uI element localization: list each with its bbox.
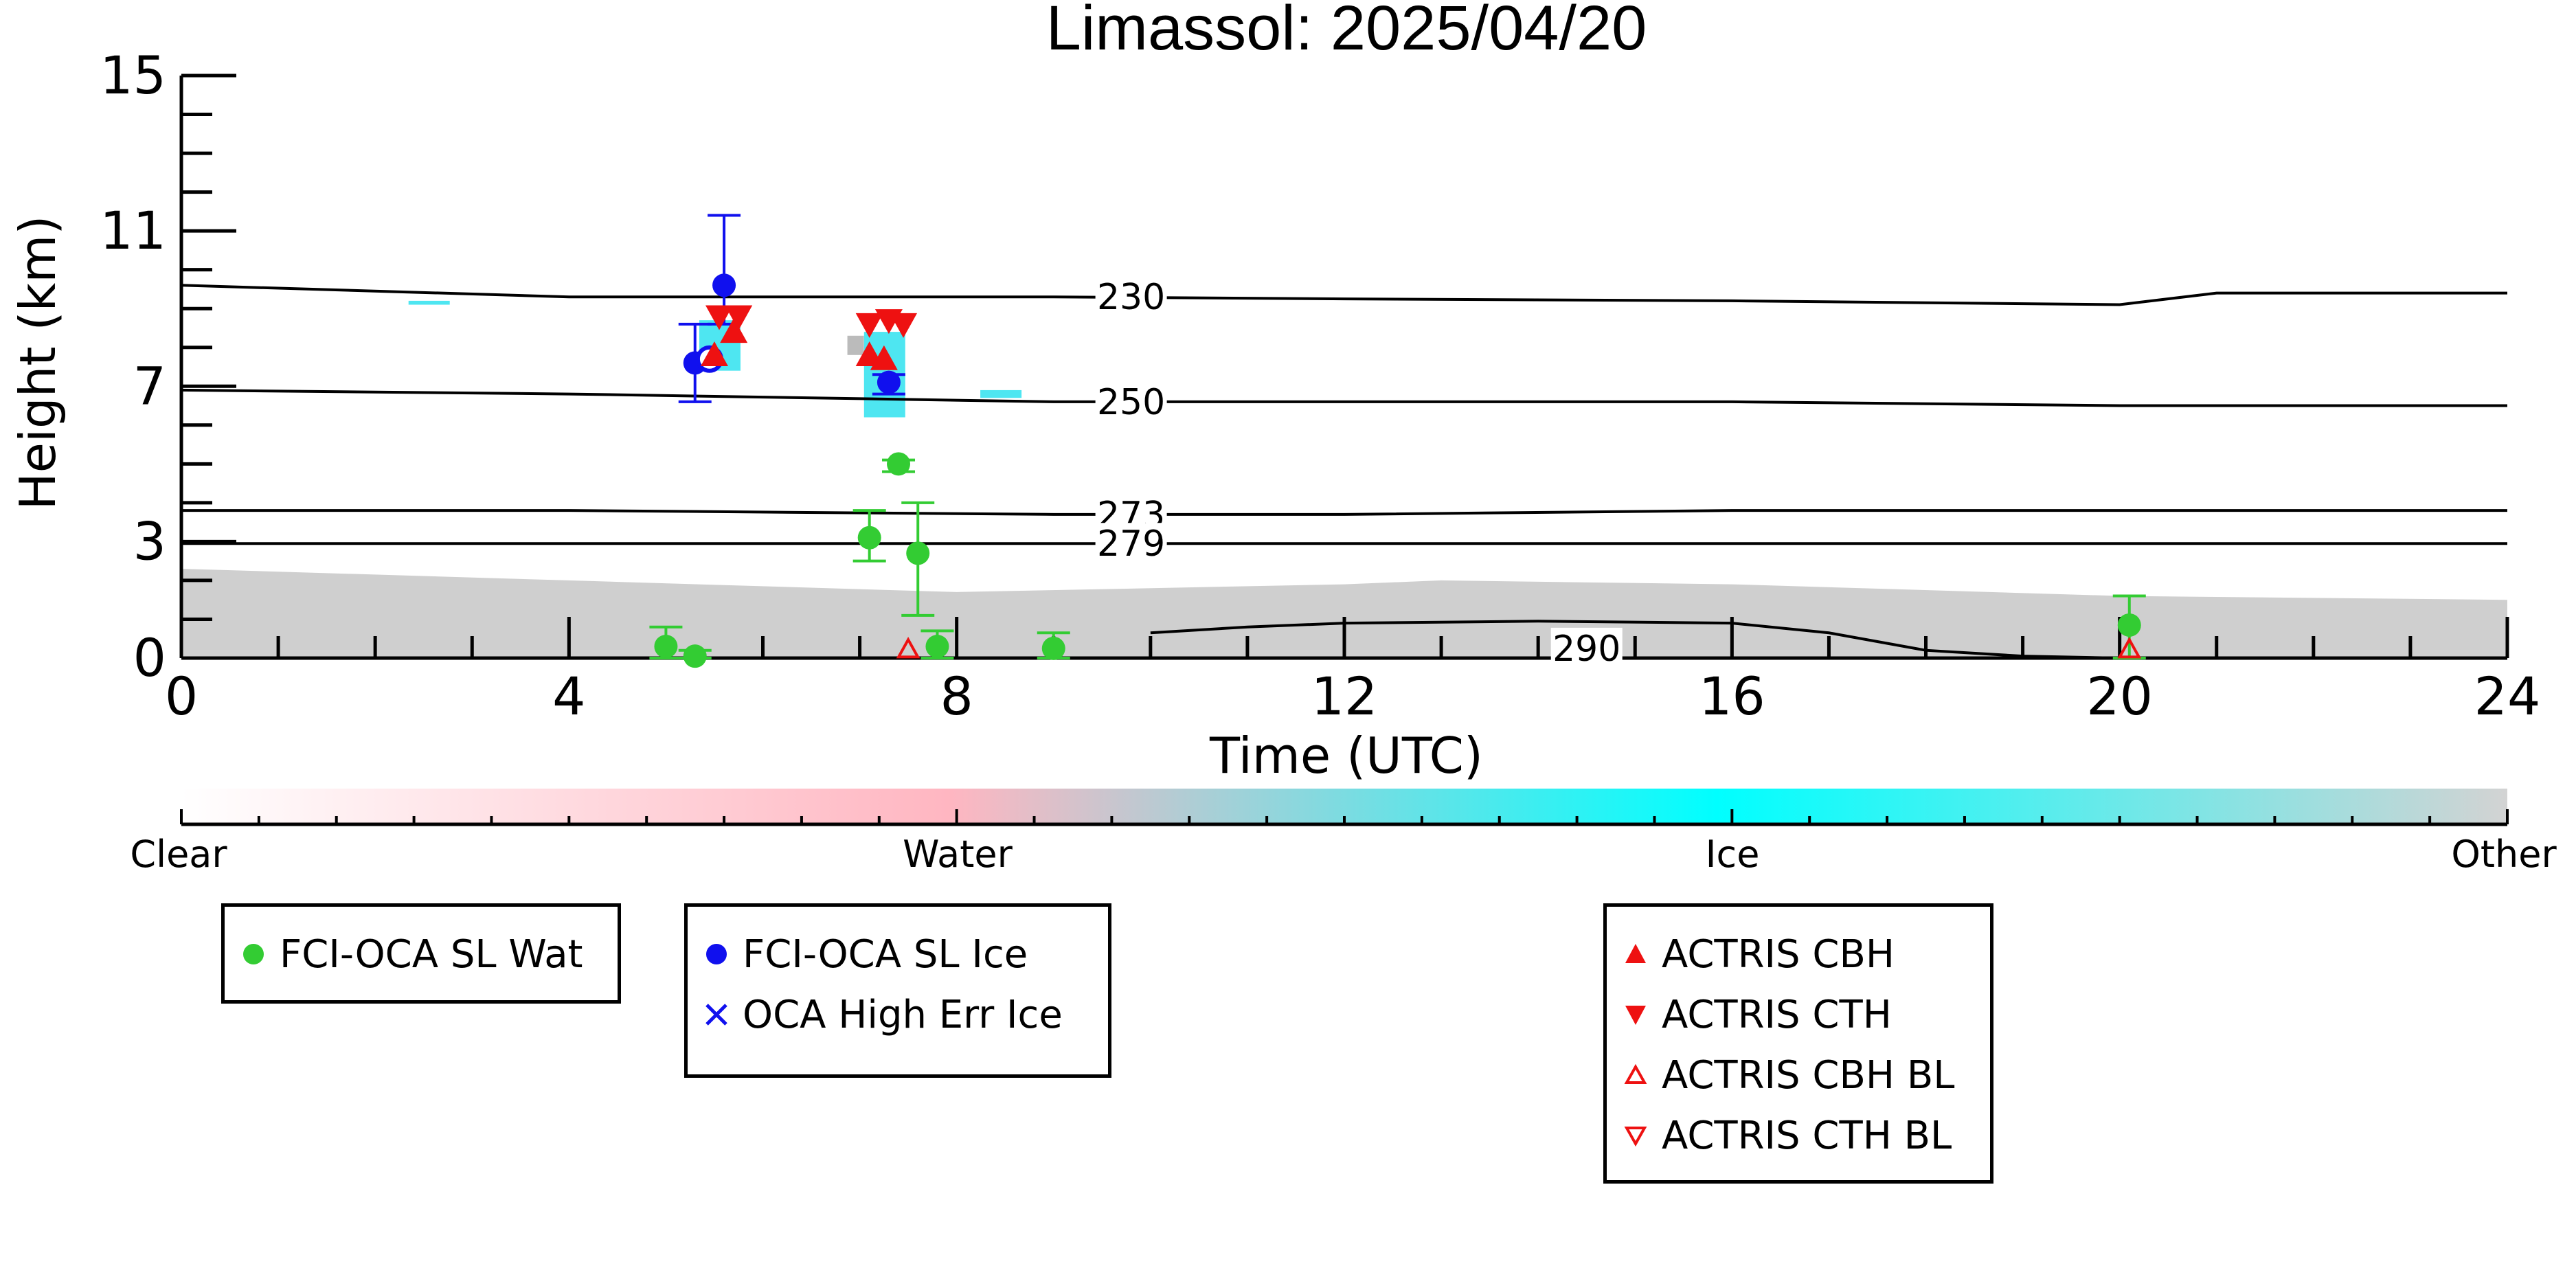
data-point (1041, 636, 1065, 660)
data-point (855, 313, 883, 338)
data-point (2117, 613, 2141, 637)
data-point (887, 452, 911, 476)
isotherm-label: 250 (1097, 382, 1165, 423)
x-tick-label: 8 (940, 666, 973, 727)
legend-label: ACTRIS CTH (1662, 992, 1892, 1037)
colorbar-label-other: Other (2451, 833, 2557, 876)
data-point (725, 305, 753, 330)
legend-label: FCI-OCA SL Ice (743, 931, 1028, 977)
x-tick-label: 24 (2474, 666, 2541, 727)
blue-x-icon (705, 1004, 727, 1026)
legend-label: OCA High Err Ice (743, 992, 1063, 1037)
ice-cloud-region (408, 300, 450, 305)
legend-ice: FCI-OCA SL Ice OCA High Err Ice (684, 903, 1111, 1078)
isotherm-label: 279 (1097, 523, 1165, 565)
isotherm-label-bg (1095, 381, 1167, 420)
data-point (906, 541, 930, 565)
data-point (890, 313, 918, 338)
red-triangle-up-open-icon (1624, 1063, 1647, 1084)
data-point (683, 644, 707, 668)
isotherm-label-bg (1550, 627, 1623, 666)
y-tick-label: 3 (133, 510, 166, 572)
red-triangle-down-open-icon (1624, 1127, 1647, 1147)
red-triangle-down-icon (1625, 1006, 1646, 1025)
legend-label: ACTRIS CTH BL (1662, 1113, 1952, 1158)
data-point (857, 526, 881, 550)
legend-item-actris-cbh: ACTRIS CBH (1622, 924, 1990, 984)
isotherm-label-bg (1095, 276, 1167, 315)
y-tick-label: 15 (100, 45, 166, 106)
x-axis-label: Time (UTC) (1209, 727, 1483, 784)
isotherm-line (1150, 620, 2120, 659)
data-point (896, 637, 920, 659)
boundary-layer-other-region (181, 568, 2507, 658)
legend-water: FCI-OCA SL Wat (221, 903, 621, 1004)
isotherm-label-bg (1095, 523, 1167, 562)
data-point (2117, 637, 2142, 659)
legend-actris: ACTRIS CBH ACTRIS CTH ACTRIS CBH BL ACTR… (1603, 903, 1993, 1184)
x-tick-label: 16 (1699, 666, 1765, 727)
data-point (720, 318, 748, 343)
legend-item-actris-cth-bl: ACTRIS CTH BL (1622, 1105, 1990, 1166)
data-point (700, 341, 728, 367)
legend-label: ACTRIS CBH (1662, 931, 1895, 977)
legend-item-actris-cth: ACTRIS CTH (1622, 984, 1990, 1045)
blue-circle-icon (706, 944, 727, 964)
isotherm-label: 230 (1097, 277, 1165, 318)
isotherm-line (181, 509, 2507, 516)
data-point (877, 370, 901, 394)
legend-item-oca-high-err: OCA High Err Ice (703, 984, 1108, 1045)
ice-cloud-region (980, 389, 1022, 398)
colorbar-label-clear: Clear (130, 833, 227, 876)
isotherm-label: 290 (1552, 629, 1620, 670)
isotherm-line (181, 388, 2507, 407)
data-point (654, 635, 678, 659)
colorbar-ticks (180, 809, 2509, 824)
red-triangle-up-icon (1625, 944, 1646, 963)
green-circle-icon (243, 944, 264, 964)
y-axis-label: Height (km) (9, 216, 67, 510)
chart-title: Limassol: 2025/04/20 (1046, 0, 1647, 63)
colorbar-label-ice: Ice (1706, 833, 1760, 876)
x-tick-label: 12 (1311, 666, 1378, 727)
data-point (712, 273, 736, 297)
legend-item-actris-cbh-bl: ACTRIS CBH BL (1622, 1045, 1990, 1105)
x-tick-label: 0 (165, 666, 198, 727)
y-tick-label: 11 (100, 200, 166, 261)
y-tick-label: 7 (133, 355, 166, 416)
legend-item-fci-oca-wat: FCI-OCA SL Wat (240, 924, 618, 984)
x-tick-label: 20 (2086, 666, 2153, 727)
colorbar-label-water: Water (903, 833, 1013, 876)
other-phase-region (847, 335, 864, 355)
y-tick-label: 0 (133, 627, 166, 688)
data-point (870, 345, 898, 370)
data-point (925, 635, 949, 659)
data-point (705, 305, 734, 330)
legend-label: FCI-OCA SL Wat (280, 931, 583, 977)
x-tick-label: 4 (552, 666, 585, 727)
legend-item-fci-oca-ice: FCI-OCA SL Ice (703, 924, 1108, 984)
legend-label: ACTRIS CBH BL (1662, 1052, 1955, 1098)
isotherm-line (181, 284, 2507, 306)
